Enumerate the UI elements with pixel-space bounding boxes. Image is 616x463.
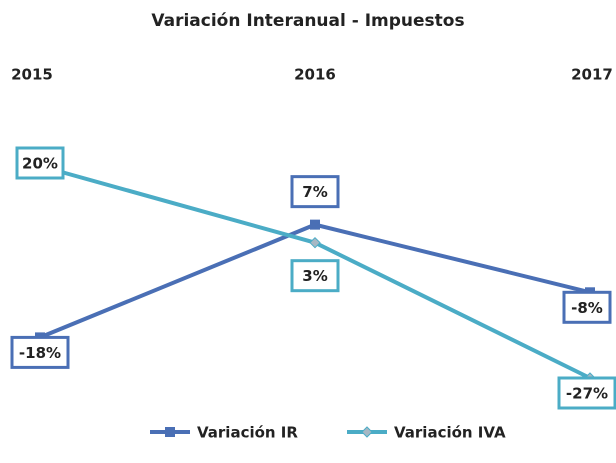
data-label: 7% — [302, 183, 327, 201]
x-tick-label: 2016 — [294, 66, 336, 84]
marker — [310, 219, 320, 230]
data-label-box — [557, 376, 616, 410]
data-label-box — [10, 335, 70, 369]
data-label: -18% — [19, 344, 61, 362]
x-tick-label: 2017 — [571, 66, 613, 84]
data-label-box — [562, 290, 612, 324]
x-tick-label: 2015 — [11, 66, 53, 84]
marker — [309, 236, 321, 249]
legend-marker — [165, 427, 175, 437]
data-label-box — [290, 259, 340, 293]
data-label: 3% — [302, 267, 327, 285]
legend-marker — [361, 426, 373, 438]
chart-title: Variación Interanual - Impuestos — [151, 11, 464, 31]
data-label: -27% — [566, 385, 608, 403]
data-label-box — [290, 175, 340, 209]
data-label: 20% — [22, 155, 58, 173]
data-label-box — [15, 146, 65, 180]
legend-label: Variación IVA — [394, 424, 506, 442]
legend-label: Variación IR — [197, 424, 298, 442]
data-label: -8% — [571, 299, 603, 317]
